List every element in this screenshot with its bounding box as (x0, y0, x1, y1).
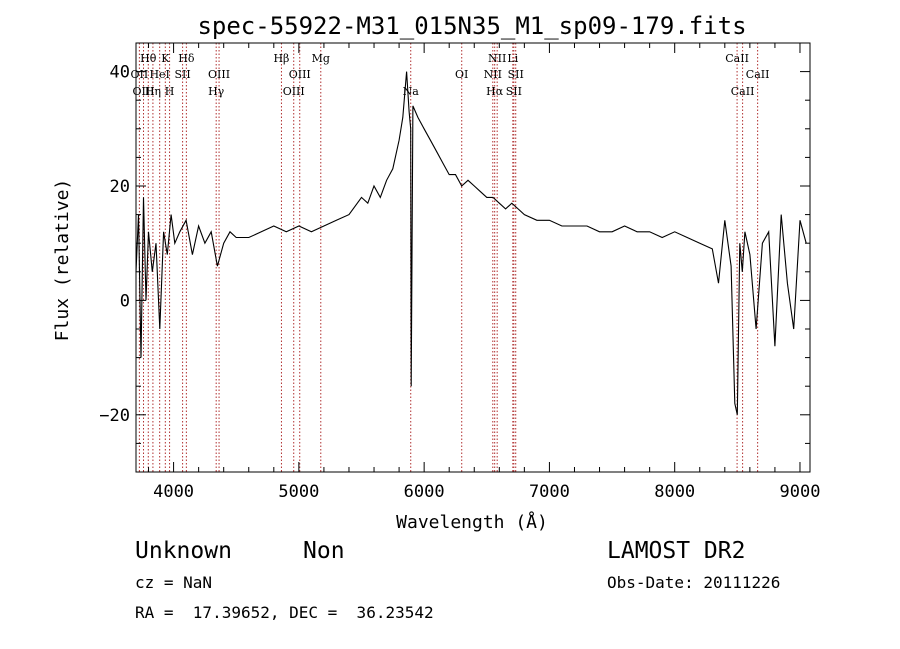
marker-label: SII (174, 68, 190, 81)
marker-label: K (161, 52, 170, 65)
spectrum-line (135, 71, 807, 415)
marker-label: Na (403, 85, 420, 98)
chart-title: spec-55922-M31_015N35_M1_sp09-179.fits (197, 12, 746, 40)
x-tick-label: 4000 (153, 482, 194, 502)
marker-label: OII (131, 68, 149, 81)
marker-label: HeI (149, 68, 169, 81)
obs-date: Obs-Date: 20111226 (607, 573, 781, 592)
spectrum-chart: spec-55922-M31_015N35_M1_sp09-179.fits 4… (52, 12, 821, 533)
marker-label: H (165, 85, 175, 98)
marker-label: CaII (731, 85, 755, 98)
marker-label: NII (484, 68, 502, 81)
y-tick-label: 0 (120, 291, 130, 311)
x-tick-label: 7000 (529, 482, 570, 502)
marker-label: Mg (312, 52, 330, 65)
x-tick-label: 5000 (278, 482, 319, 502)
marker-label: OIII (132, 85, 154, 98)
marker-label: OIII (289, 68, 311, 81)
y-axis-label: Flux (relative) (52, 179, 73, 342)
marker-label: Hθ (140, 52, 157, 65)
marker-label: SII (508, 68, 524, 81)
x-tick-label: 9000 (780, 482, 821, 502)
x-tick-label: 8000 (654, 482, 695, 502)
marker-label: NII (488, 52, 506, 65)
y-tick-label: 20 (110, 177, 130, 197)
y-tick-label: 40 (110, 63, 130, 83)
marker-label: OIII (208, 68, 230, 81)
x-tick-label: 6000 (404, 482, 445, 502)
marker-label: OIII (283, 85, 305, 98)
marker-label: OI (455, 68, 468, 81)
spectral-line-markers (138, 43, 759, 472)
marker-label: Li (507, 52, 518, 65)
marker-label: Hα (486, 85, 504, 98)
plot-frame (135, 42, 811, 473)
marker-label: Hγ (208, 85, 225, 98)
coordinates: RA = 17.39652, DEC = 36.23542 (135, 603, 434, 622)
survey-label: LAMOST DR2 (607, 538, 746, 564)
class-label: Unknown (135, 538, 232, 564)
cz-value: cz = NaN (135, 573, 213, 592)
marker-label: Hβ (273, 52, 289, 65)
marker-label: CaII (725, 52, 749, 65)
subclass-label: Non (303, 538, 345, 564)
marker-label: SII (506, 85, 522, 98)
y-tick-label: −20 (99, 406, 130, 426)
axis-ticks: 4000 5000 6000 7000 8000 9000 −20 0 20 40 (99, 42, 821, 502)
marker-label: CaII (746, 68, 770, 81)
x-axis-label: Wavelength (Å) (396, 511, 548, 533)
marker-label: Hδ (178, 52, 195, 65)
marker-label: Hη (145, 85, 161, 98)
